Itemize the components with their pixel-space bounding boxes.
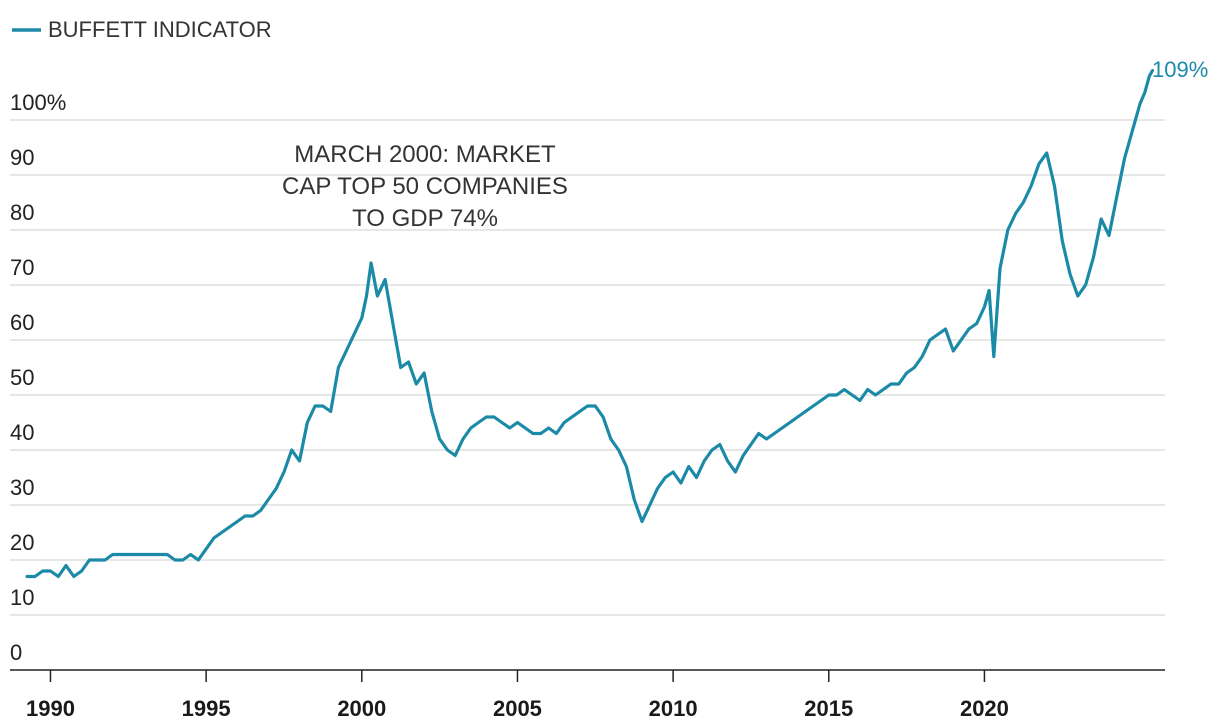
gridlines [10,119,1165,616]
y-tick-label: 60 [10,310,34,335]
y-tick-label: 10 [10,585,34,610]
y-tick-label: 80 [10,200,34,225]
y-tick-label: 40 [10,420,34,445]
x-tick-label: 1995 [182,696,231,721]
annotation-march-2000: MARCH 2000: MARKET CAP TOP 50 COMPANIES … [282,141,568,232]
x-tick-label: 1990 [26,696,75,721]
x-tick-label: 2015 [804,696,853,721]
y-tick-label: 20 [10,530,34,555]
y-tick-label: 0 [10,640,22,665]
y-tick-label: 50 [10,365,34,390]
y-tick-label: 30 [10,475,34,500]
legend: BUFFETT INDICATOR [12,17,272,42]
x-tick-label: 2020 [960,696,1009,721]
y-tick-label: 90 [10,145,34,170]
end-value-label: 109% [1152,57,1208,82]
y-tick-label: 70 [10,255,34,280]
series-line-buffett-indicator [25,68,1155,579]
annotation-line-2: CAP TOP 50 COMPANIES [282,173,568,200]
x-tick-label: 2005 [493,696,542,721]
annotation-line-1: MARCH 2000: MARKET [294,141,556,168]
y-axis: 0 10 20 30 40 50 60 70 80 90 100% [10,90,66,665]
x-tick-label: 2000 [337,696,386,721]
x-tick-label: 2010 [649,696,698,721]
legend-label: BUFFETT INDICATOR [48,17,272,42]
y-tick-label: 100% [10,90,66,115]
annotation-line-3: TO GDP 74% [352,205,498,232]
x-axis: 1990 1995 2000 2005 2010 2015 2020 [26,670,1009,721]
